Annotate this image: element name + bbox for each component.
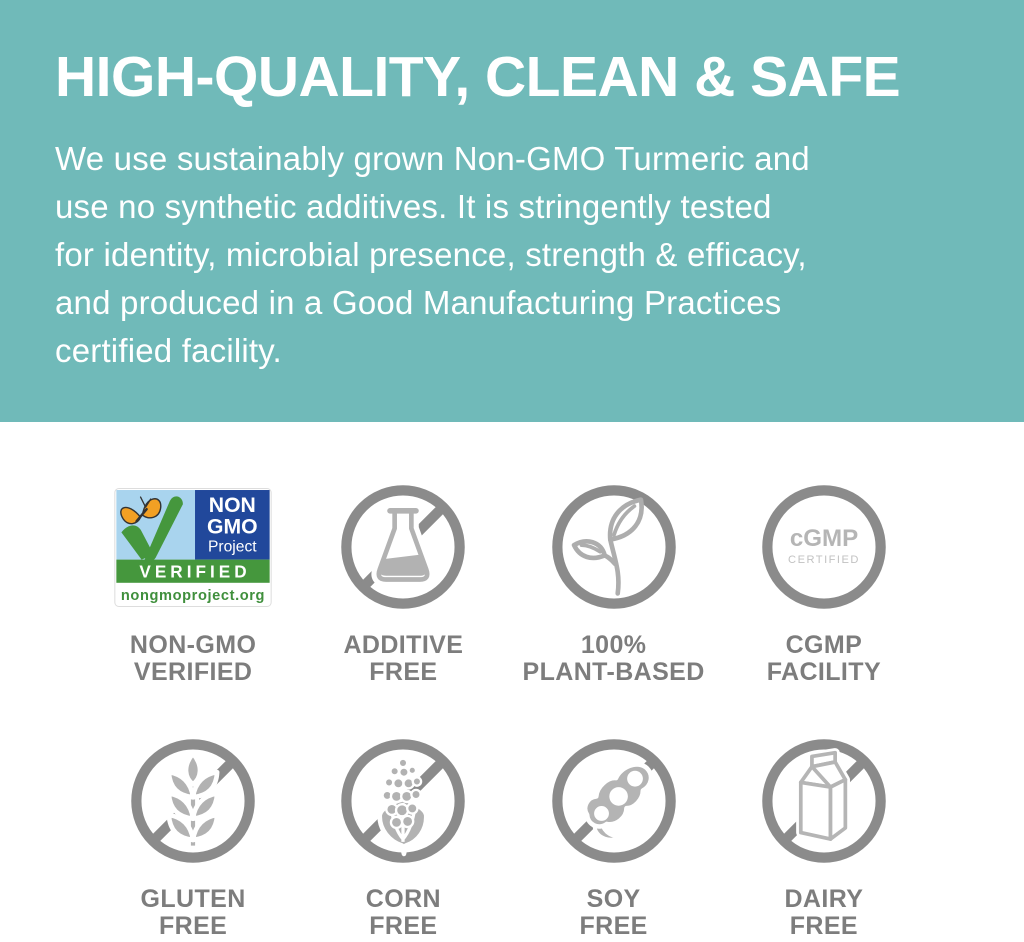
no-corn-icon bbox=[341, 739, 466, 863]
badges-section: NON GMO Project VERIFIED nongmoproject.o… bbox=[0, 422, 1024, 940]
badge-label: SOY FREE bbox=[579, 885, 648, 940]
badge-corn-free: CORN FREE bbox=[298, 736, 508, 940]
logo-text-project: Project bbox=[208, 538, 257, 555]
logo-text-non: NON bbox=[209, 494, 256, 517]
butterfly-icon bbox=[120, 495, 162, 524]
badge-gluten-free: GLUTEN FREE bbox=[88, 736, 298, 940]
badge-label: CGMP FACILITY bbox=[766, 631, 882, 686]
no-wheat-icon bbox=[131, 739, 255, 863]
no-flask-icon bbox=[341, 485, 466, 609]
logo-text-url: nongmoproject.org bbox=[121, 587, 265, 603]
badge-plant-based: 100% PLANT-BASED bbox=[509, 482, 719, 686]
hero-paragraph-line: and produced in a Good Manufacturing Pra… bbox=[55, 283, 782, 321]
cgmp-seal-icon: cGMP CERTIFIED bbox=[762, 485, 886, 609]
badge-label: ADDITIVE FREE bbox=[343, 631, 464, 686]
badge-label: NON-GMO VERIFIED bbox=[129, 631, 257, 686]
page-title: HIGH-QUALITY, CLEAN & SAFE bbox=[55, 45, 901, 109]
badges-row-1: NON GMO Project VERIFIED nongmoproject.o… bbox=[88, 482, 929, 686]
badge-non-gmo-verified: NON GMO Project VERIFIED nongmoproject.o… bbox=[88, 482, 298, 686]
badge-additive-free: ADDITIVE FREE bbox=[298, 482, 508, 686]
hero-paragraph-line: certified facility. bbox=[55, 331, 282, 369]
hero-section: HIGH-QUALITY, CLEAN & SAFE We use sustai… bbox=[0, 0, 1024, 422]
hero-paragraph-line: use no synthetic additives. It is string… bbox=[55, 187, 772, 225]
badge-label: CORN FREE bbox=[365, 885, 441, 940]
badge-label: DAIRY FREE bbox=[784, 885, 864, 940]
no-milk-carton-icon bbox=[762, 739, 886, 863]
badge-cgmp-facility: cGMP CERTIFIED CGMP FACILITY bbox=[719, 482, 929, 686]
badge-soy-free: SOY FREE bbox=[509, 736, 719, 940]
no-soy-icon bbox=[551, 739, 676, 863]
logo-text-verified: VERIFIED bbox=[140, 561, 251, 581]
badges-row-2: GLUTEN FREE bbox=[88, 736, 929, 940]
badge-label: 100% PLANT-BASED bbox=[522, 631, 705, 686]
certified-text: CERTIFIED bbox=[788, 554, 860, 566]
non-gmo-project-verified-seal: NON GMO Project VERIFIED nongmoproject.o… bbox=[114, 482, 272, 612]
logo-text-gmo: GMO bbox=[207, 515, 258, 538]
cgmp-text: cGMP bbox=[790, 525, 858, 552]
non-gmo-logo-icon: NON GMO Project VERIFIED nongmoproject.o… bbox=[114, 487, 272, 607]
badge-dairy-free: DAIRY FREE bbox=[719, 736, 929, 940]
hero-paragraph-line: for identity, microbial presence, streng… bbox=[55, 235, 807, 273]
checkmark-shape bbox=[121, 524, 154, 560]
badge-label: GLUTEN FREE bbox=[140, 885, 246, 940]
seedling-icon bbox=[551, 485, 676, 609]
hero-paragraph: We use sustainably grown Non-GMO Turmeri… bbox=[55, 135, 984, 375]
hero-paragraph-line: We use sustainably grown Non-GMO Turmeri… bbox=[55, 139, 810, 177]
